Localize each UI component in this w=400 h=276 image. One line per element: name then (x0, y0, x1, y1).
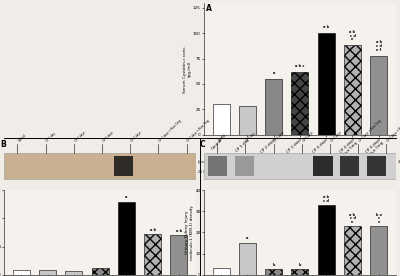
Bar (313, 156, 332, 176)
Bar (318, 205, 335, 275)
Text: CP 1 day: CP 1 day (246, 131, 257, 143)
Bar (239, 106, 256, 135)
Text: CP 4 days + Rivo 5mg: CP 4 days + Rivo 5mg (158, 118, 182, 143)
Text: a: a (125, 195, 128, 199)
Bar (212, 104, 230, 135)
Bar (65, 271, 82, 275)
Bar (212, 268, 230, 275)
Text: CP 3 days: CP 3 days (102, 130, 114, 143)
Text: CP 2 days: CP 2 days (274, 130, 286, 143)
Bar (367, 156, 386, 176)
Bar (92, 269, 109, 275)
Text: A: A (206, 4, 212, 13)
Text: CP 4 days: CP 4 days (130, 130, 142, 143)
Bar (291, 269, 308, 275)
Text: b: b (299, 263, 301, 267)
Text: CP 4 days + Rivo 7mg: CP 4 days + Rivo 7mg (386, 118, 400, 143)
Text: 25 (K.Da): 25 (K.Da) (198, 171, 214, 174)
Bar (370, 55, 387, 135)
Text: a b c: a b c (295, 64, 305, 68)
Text: a b: a b (323, 25, 329, 29)
Y-axis label: Urinary Kidney Injury
molecule-1 (KIM-1) density: Urinary Kidney Injury molecule-1 (KIM-1)… (186, 205, 194, 260)
Text: Lipocaline-2: Lipocaline-2 (198, 160, 218, 164)
Bar (114, 156, 133, 176)
Bar (4, 153, 196, 179)
Bar (370, 226, 387, 275)
Bar (204, 153, 396, 179)
Text: Control: Control (18, 133, 27, 143)
Text: a: a (272, 71, 275, 75)
Text: CP 2 days: CP 2 days (74, 130, 86, 143)
Bar (208, 156, 227, 176)
Text: a b
c d
e: a b c d e (349, 213, 356, 224)
Bar (239, 243, 256, 275)
Text: CP 4 days + Rivo 7mg: CP 4 days + Rivo 7mg (186, 118, 211, 143)
Text: a b
c d: a b c d (323, 195, 329, 203)
Text: a b
c d
e f: a b c d e f (376, 41, 382, 52)
Text: B: B (0, 140, 6, 149)
Text: b e
c
e: b e c e (376, 213, 382, 224)
Bar (340, 156, 360, 176)
Bar (344, 45, 361, 135)
Text: 40-50 kDa  KIM-1: 40-50 kDa KIM-1 (398, 160, 400, 164)
Text: a b: a b (176, 229, 182, 233)
Text: CP 3 days: CP 3 days (302, 130, 314, 143)
Bar (13, 270, 30, 275)
Bar (234, 156, 254, 176)
Text: CP 1 day: CP 1 day (46, 131, 57, 143)
Bar (318, 33, 335, 135)
Bar (118, 201, 135, 275)
Text: Control: Control (217, 133, 227, 143)
Text: a b
c d
e: a b c d e (349, 30, 356, 41)
Text: b: b (272, 263, 275, 267)
Text: CP 4 days: CP 4 days (330, 130, 342, 143)
Text: CP 4 days + Rivo 5mg: CP 4 days + Rivo 5mg (358, 118, 382, 143)
Bar (144, 234, 161, 275)
Text: a b: a b (150, 228, 156, 232)
Bar (265, 269, 282, 275)
Bar (39, 270, 56, 275)
Bar (291, 72, 308, 135)
Text: C: C (200, 140, 206, 149)
Y-axis label: Serum Cystatin-c conc.
(pg./ml): Serum Cystatin-c conc. (pg./ml) (183, 45, 192, 93)
Bar (170, 235, 188, 275)
Text: a: a (246, 237, 248, 240)
Bar (265, 79, 282, 135)
Bar (344, 226, 361, 275)
